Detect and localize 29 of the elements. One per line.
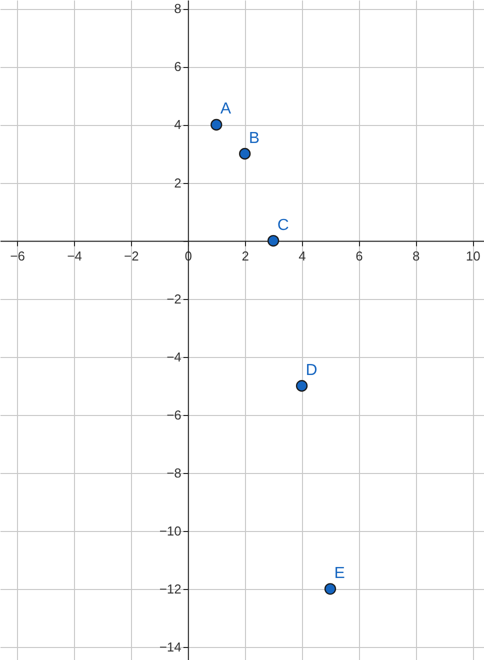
y-tick-label: −10 (159, 523, 182, 538)
point (210, 118, 222, 131)
x-tick-label: 4 (298, 248, 306, 264)
y-tick-label: 2 (174, 175, 182, 190)
y-tick-label: −2 (166, 291, 182, 306)
x-tick-label: −2 (124, 248, 139, 264)
point (296, 380, 308, 392)
annotation: D (306, 362, 318, 379)
point (267, 234, 280, 247)
annotation: E (334, 564, 345, 582)
y-tick-label: 6 (174, 59, 182, 74)
x-tick-label: −4 (67, 248, 82, 264)
annotation: A (220, 100, 232, 118)
y-tick-label: −14 (159, 639, 182, 654)
y-tick-label: −4 (166, 349, 182, 364)
y-tick-label: 4 (174, 117, 182, 132)
y-tick-label: 8 (174, 1, 182, 16)
point (239, 148, 251, 160)
x-tick-label: 8 (412, 248, 420, 264)
annotation: B (248, 130, 260, 147)
x-tick-label: 2 (242, 248, 249, 264)
y-tick-label: −6 (166, 407, 182, 422)
y-tick-label: −12 (159, 581, 182, 596)
x-tick-label: 10 (466, 248, 480, 264)
point (324, 583, 336, 595)
y-tick-label: −8 (166, 465, 182, 480)
x-tick-label: −6 (10, 248, 25, 264)
annotation: C (277, 216, 289, 234)
x-tick-label: 6 (356, 248, 363, 264)
